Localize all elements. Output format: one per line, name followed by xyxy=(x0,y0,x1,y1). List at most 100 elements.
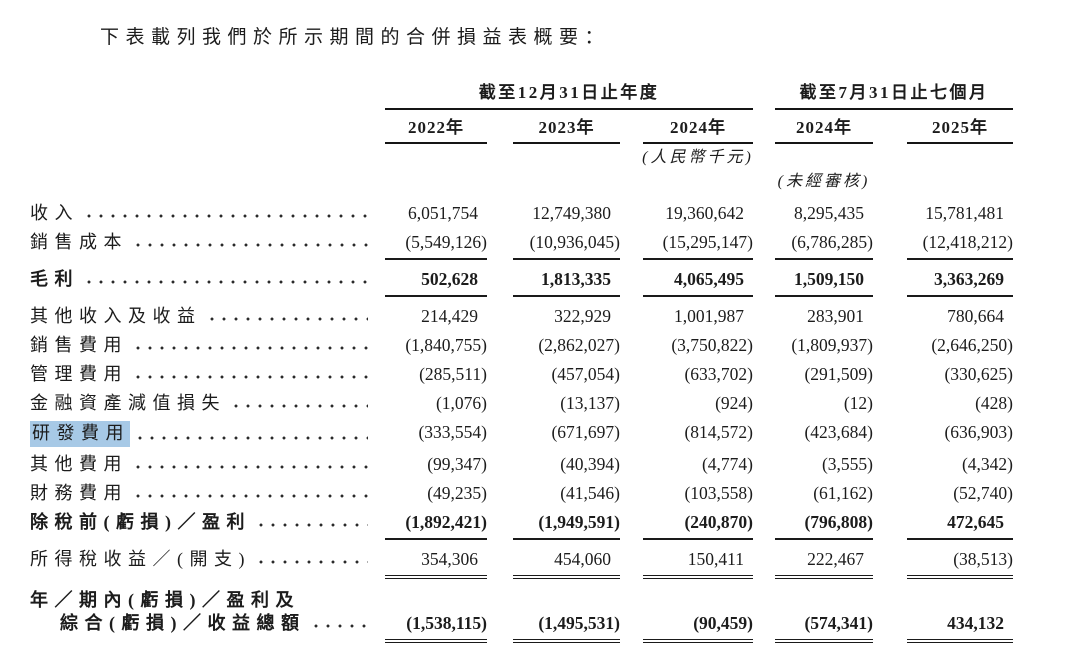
value-text: (671,697) xyxy=(551,422,620,442)
dot-leader xyxy=(230,392,368,415)
value-cell: 12,749,380 xyxy=(513,202,620,225)
value-text: (1,840,755) xyxy=(405,335,487,355)
value-cell: (4,342) xyxy=(907,453,1013,476)
value-text: 472,645 xyxy=(947,512,1004,532)
column-group-annual: 截至12月31日止年度 xyxy=(385,83,753,110)
value-cell: (330,625) xyxy=(907,363,1013,386)
value-cell: (12,418,212) xyxy=(907,231,1013,260)
value-cell: 150,411 xyxy=(643,548,753,579)
value-cell: (15,295,147) xyxy=(643,231,753,260)
value-text: 12,749,380 xyxy=(532,203,611,223)
value-text: (428) xyxy=(975,393,1013,413)
value-cell: (814,572) xyxy=(643,421,753,444)
row-label-text: 綜合(虧損)／收益總額 xyxy=(60,613,306,633)
value-text: 322,929 xyxy=(554,306,611,326)
table-row: 銷售成本 (5,549,126) (10,936,045) (15,295,147) (… xyxy=(30,231,1080,260)
value-cell: (99,347) xyxy=(385,453,487,476)
value-cell: (49,235) xyxy=(385,482,487,505)
value-text: (1,892,421) xyxy=(405,512,487,532)
value-text: (285,511) xyxy=(419,364,487,384)
row-label: 收入 xyxy=(30,202,370,225)
table-row: 管理費用 (285,511) (457,054) (633,702) (291,509)… xyxy=(30,363,1080,386)
value-text: 780,664 xyxy=(947,306,1004,326)
value-text: 19,360,642 xyxy=(665,203,744,223)
table-row: 其他費用 (99,347) (40,394) (4,774) (3,555) (4,342… xyxy=(30,453,1080,476)
value-text: (574,341) xyxy=(804,613,873,633)
value-cell: (285,511) xyxy=(385,363,487,386)
value-text: 4,065,495 xyxy=(674,269,744,289)
value-text: 1,509,150 xyxy=(794,269,864,289)
table-row: 銷售費用 (1,840,755) (2,862,027) (3,750,822) (1,… xyxy=(30,334,1080,357)
value-cell: 434,132 xyxy=(907,612,1013,643)
value-text: 354,306 xyxy=(421,549,478,569)
dot-leader xyxy=(83,268,368,291)
value-text: (2,862,027) xyxy=(538,335,620,355)
value-cell: (5,549,126) xyxy=(385,231,487,260)
value-cell: 322,929 xyxy=(513,305,620,328)
value-text: (333,554) xyxy=(418,422,487,442)
dot-leader xyxy=(132,334,368,357)
row-label: 管理費用 xyxy=(30,363,370,386)
value-text: 1,813,335 xyxy=(541,269,611,289)
table-header-groups: 截至12月31日止年度 截至7月31日止七個月 xyxy=(30,83,1080,110)
row-label: 銷售費用 xyxy=(30,334,370,357)
row-label: 所得稅收益／(開支) xyxy=(30,548,370,571)
dot-leader xyxy=(255,548,368,571)
row-label: 其他收入及收益 xyxy=(30,305,370,328)
value-cell: 283,901 xyxy=(775,305,873,328)
value-cell: (2,862,027) xyxy=(513,334,620,357)
value-text: (12) xyxy=(843,393,873,413)
value-text: (38,513) xyxy=(953,549,1013,569)
table-row: 金融資產減值損失 (1,076) (13,137) (924) (12) (428) xyxy=(30,392,1080,415)
row-label: 財務費用 xyxy=(30,482,370,505)
currency-unit-note: (人民幣千元) xyxy=(642,149,754,166)
value-cell: (1,892,421) xyxy=(385,511,487,540)
value-cell: 15,781,481 xyxy=(907,202,1013,225)
value-cell: (1,495,531) xyxy=(513,612,620,643)
dot-leader xyxy=(132,363,368,386)
value-cell: (1,076) xyxy=(385,392,487,415)
row-label-text: 毛利 xyxy=(30,269,79,289)
value-text: (4,774) xyxy=(701,454,753,474)
dot-leader xyxy=(83,202,368,225)
value-cell: (1,809,937) xyxy=(775,334,873,357)
row-label: 毛利 xyxy=(30,268,370,291)
value-text: 8,295,435 xyxy=(794,203,864,223)
value-cell: 502,628 xyxy=(385,268,487,297)
intro-text: 下表載列我們於所示期間的合併損益表概要： xyxy=(100,27,611,48)
value-text: 3,363,269 xyxy=(934,269,1004,289)
value-cell: 1,001,987 xyxy=(643,305,753,328)
value-cell: (3,750,822) xyxy=(643,334,753,357)
value-text: (61,162) xyxy=(813,483,873,503)
value-text: (15,295,147) xyxy=(662,232,753,252)
value-text: (5,549,126) xyxy=(405,232,487,252)
value-text: (1,538,115) xyxy=(406,613,487,633)
value-text: (103,558) xyxy=(684,483,753,503)
value-cell: (3,555) xyxy=(775,453,873,476)
value-text: (99,347) xyxy=(427,454,487,474)
value-text: (12,418,212) xyxy=(922,232,1013,252)
value-cell: (12) xyxy=(775,392,873,415)
value-cell: (4,774) xyxy=(643,453,753,476)
row-label: 研發費用 xyxy=(30,421,370,447)
value-cell: (240,870) xyxy=(643,511,753,540)
value-cell: (1,949,591) xyxy=(513,511,620,540)
value-cell: (633,702) xyxy=(643,363,753,386)
value-text: (1,949,591) xyxy=(538,512,620,532)
value-cell: 8,295,435 xyxy=(775,202,873,225)
value-text: (3,555) xyxy=(821,454,873,474)
table-row: 所得稅收益／(開支) 354,306 454,060 150,411 222,467 (3… xyxy=(30,548,1080,579)
value-text: 1,001,987 xyxy=(674,306,744,326)
row-label: 年／期內(虧損)／盈利及 綜合(虧損)／收益總額 xyxy=(30,589,370,643)
value-text: 150,411 xyxy=(687,549,744,569)
value-cell: (636,903) xyxy=(907,421,1013,444)
value-text: 214,429 xyxy=(421,306,478,326)
value-cell: (1,840,755) xyxy=(385,334,487,357)
value-text: (90,459) xyxy=(693,613,753,633)
value-cell: 6,051,754 xyxy=(385,202,487,225)
value-text: (1,495,531) xyxy=(538,613,620,633)
value-text: (291,509) xyxy=(804,364,873,384)
row-label-text: 管理費用 xyxy=(30,364,128,384)
column-header-2024-interim: 2024年 xyxy=(775,118,873,144)
value-cell: (61,162) xyxy=(775,482,873,505)
